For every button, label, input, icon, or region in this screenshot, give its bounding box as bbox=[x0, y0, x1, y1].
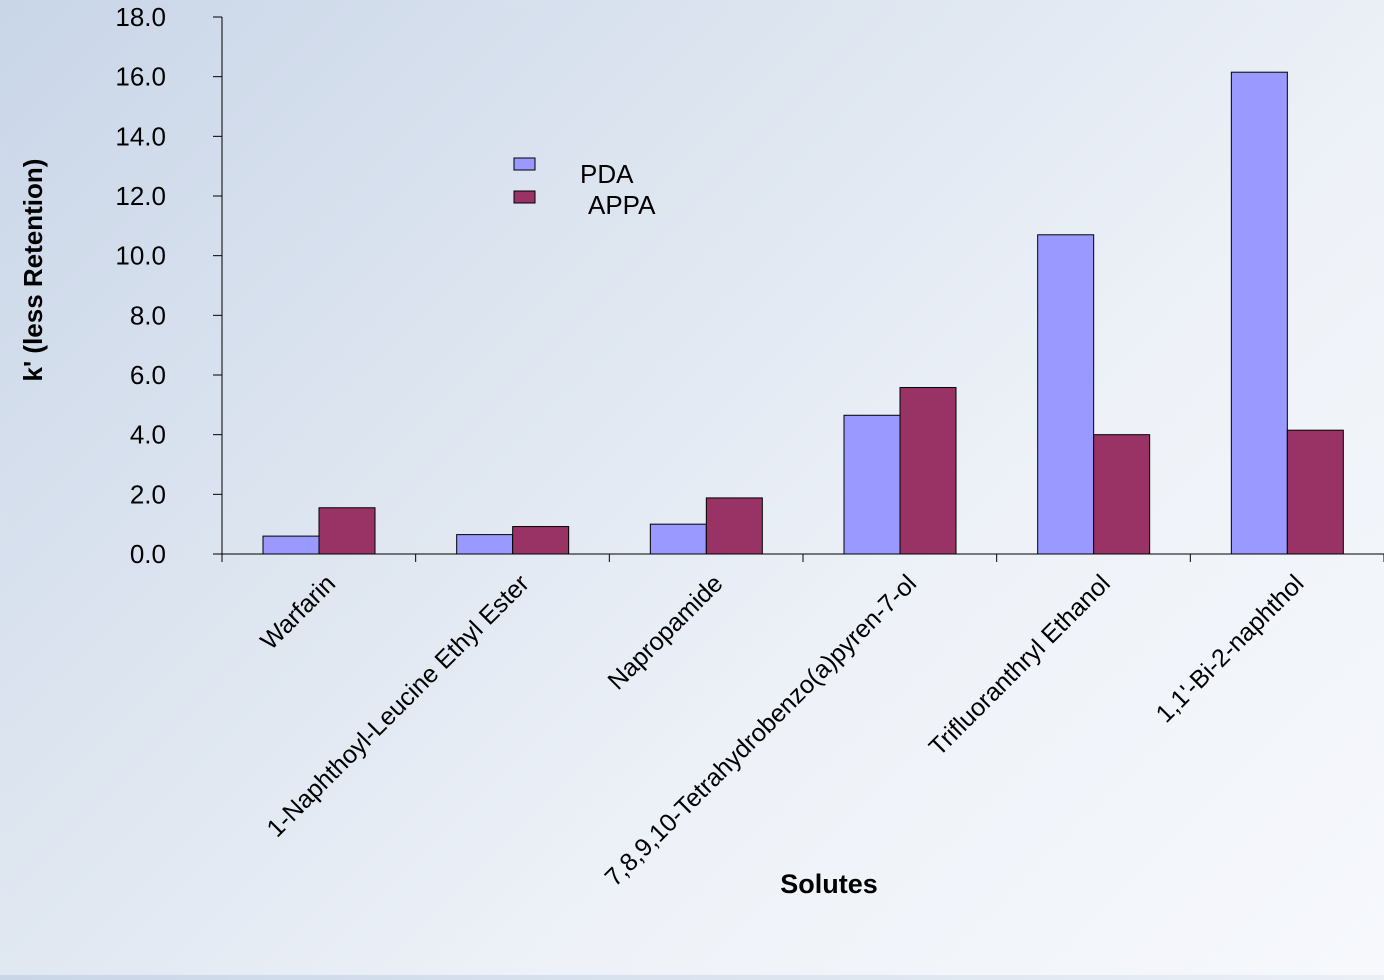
axes-group bbox=[221, 17, 1384, 555]
bar-appa-5 bbox=[1286, 429, 1344, 555]
legend: PDA APPA bbox=[513, 157, 656, 220]
x-axis-title: Solutes bbox=[780, 869, 878, 899]
y-tick-label: 12.0 bbox=[115, 181, 166, 211]
bars-group bbox=[262, 71, 1344, 555]
bar-appa-0 bbox=[318, 507, 376, 555]
y-ticks-group: 0.0 2.0 4.0 6.0 8.0 10.0 12.0 14.0 16.0 18.0 bbox=[115, 2, 222, 569]
bar-appa-2 bbox=[705, 497, 763, 555]
y-tick-label: 16.0 bbox=[115, 62, 166, 92]
bar-appa-3 bbox=[899, 387, 957, 555]
y-tick-label: 2.0 bbox=[130, 479, 166, 509]
x-tick-label: Warfarin bbox=[255, 569, 341, 655]
x-tick-label: Trifluoranthryl Ethanol bbox=[924, 569, 1116, 761]
bar-pda-0 bbox=[262, 535, 320, 555]
x-tick-label: 7,8,9,10-Tetrahydrobenzo(a)pyren-7-ol bbox=[600, 569, 922, 891]
legend-swatch-appa bbox=[513, 190, 536, 204]
legend-label-pda: PDA bbox=[580, 159, 634, 189]
bar-pda-4 bbox=[1037, 234, 1095, 555]
y-tick-label: 0.0 bbox=[130, 539, 166, 569]
bar-pda-2 bbox=[649, 523, 707, 555]
y-tick-label: 18.0 bbox=[115, 2, 166, 32]
y-tick-label: 6.0 bbox=[130, 360, 166, 390]
bar-pda-1 bbox=[456, 534, 514, 555]
y-tick-label: 8.0 bbox=[130, 300, 166, 330]
y-tick-label: 14.0 bbox=[115, 121, 166, 151]
legend-swatch-pda bbox=[513, 157, 536, 171]
x-tick-label: 1,1'-Bi-2-naphthol bbox=[1151, 569, 1310, 728]
legend-label-appa: APPA bbox=[588, 190, 656, 220]
bar-pda-5 bbox=[1230, 71, 1288, 555]
x-tick-label: Napropamide bbox=[602, 569, 728, 695]
y-axis-title: k' (less Retention) bbox=[18, 159, 48, 382]
bar-appa-1 bbox=[512, 526, 570, 555]
bar-appa-4 bbox=[1093, 434, 1151, 555]
bar-pda-3 bbox=[843, 414, 901, 555]
y-tick-label: 4.0 bbox=[130, 420, 166, 450]
y-tick-label: 10.0 bbox=[115, 241, 166, 271]
